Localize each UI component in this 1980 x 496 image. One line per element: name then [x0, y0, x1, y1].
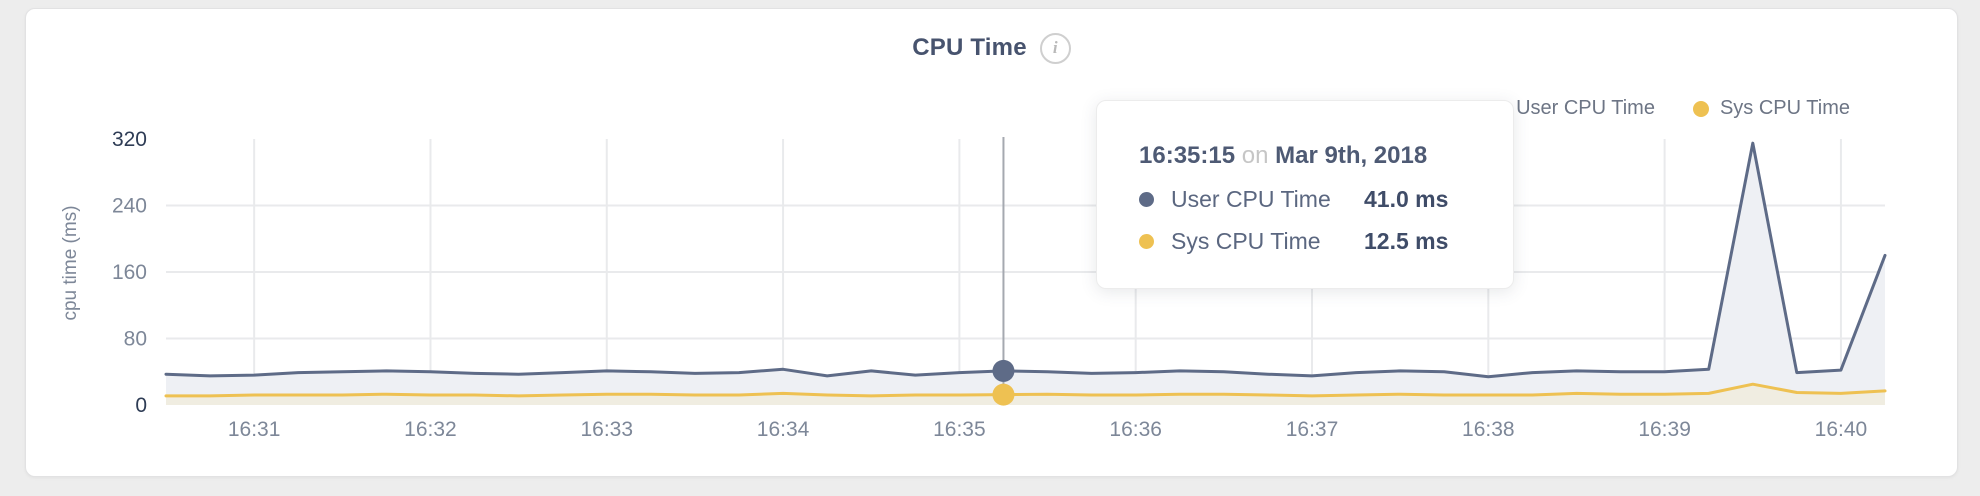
x-tick-label: 16:39 — [1638, 418, 1691, 441]
x-tick-label: 16:36 — [1109, 418, 1162, 441]
x-tick-label: 16:35 — [933, 418, 986, 441]
tooltip-value-user: 41.0 ms — [1364, 185, 1449, 212]
tooltip-row-sys: Sys CPU Time 12.5 ms — [1139, 227, 1513, 255]
tooltip-label-user: User CPU Time — [1171, 185, 1331, 212]
legend-label-user: User CPU Time — [1516, 97, 1655, 119]
tooltip-title: 16:35:15 on Mar 9th, 2018 — [1139, 141, 1513, 171]
x-tick-label: 16:38 — [1462, 418, 1515, 441]
cpu-time-chart-card: CPU Time i User CPU Time Sys CPU Time cp… — [25, 8, 1958, 477]
x-tick-label: 16:40 — [1815, 418, 1868, 441]
tooltip-label-sys: Sys CPU Time — [1171, 227, 1321, 254]
chart-tooltip: 16:35:15 on Mar 9th, 2018 User CPU Time … — [1096, 100, 1514, 289]
user-point-marker[interactable] — [992, 359, 1015, 382]
info-icon[interactable]: i — [1039, 32, 1071, 64]
user-series-area — [166, 143, 1885, 405]
tooltip-date: Mar 9th, 2018 — [1275, 142, 1428, 169]
legend-dot-sys — [1692, 100, 1709, 117]
y-tick-label: 160 — [112, 261, 147, 284]
chart-title: CPU Time — [912, 34, 1027, 61]
y-tick-label: 320 — [112, 128, 147, 151]
legend: User CPU Time Sys CPU Time — [1489, 97, 1850, 120]
sys-point-marker[interactable] — [992, 383, 1015, 406]
legend-item-sys-cpu-time[interactable]: Sys CPU Time — [1692, 97, 1850, 120]
chart-header: CPU Time i — [26, 32, 1957, 64]
tooltip-row-user: User CPU Time 41.0 ms — [1139, 185, 1513, 213]
x-tick-label: 16:37 — [1286, 418, 1339, 441]
x-tick-label: 16:34 — [757, 418, 810, 441]
tooltip-dot-user — [1139, 191, 1154, 207]
x-tick-label: 16:33 — [580, 418, 633, 441]
tooltip-time: 16:35:15 — [1139, 142, 1236, 169]
x-tick-label: 16:32 — [404, 418, 457, 441]
tooltip-preposition: on — [1241, 142, 1269, 169]
sys-series-line — [164, 382, 1887, 398]
x-tick-label: 16:31 — [228, 418, 281, 441]
y-tick-label: 80 — [124, 328, 147, 351]
y-tick-label: 0 — [135, 394, 147, 417]
legend-label-sys: Sys CPU Time — [1719, 97, 1850, 119]
y-tick-label: 240 — [112, 195, 147, 218]
cpu-time-plot-area[interactable]: 0 80 160 240 320 16:31 16:32 16:33 16:34 16:35 16:… — [26, 9, 1959, 478]
user-series-line — [164, 141, 1887, 379]
tooltip-dot-sys — [1139, 233, 1154, 249]
tooltip-value-sys: 12.5 ms — [1364, 227, 1449, 254]
